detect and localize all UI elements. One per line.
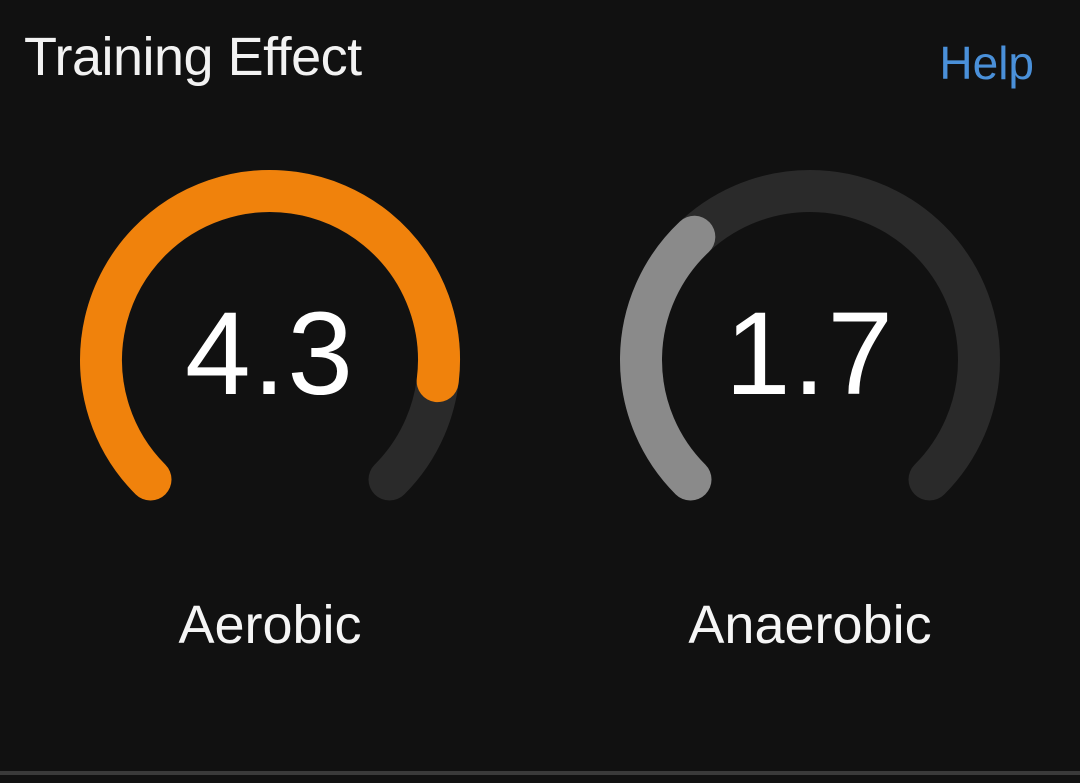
page-title: Training Effect [24, 27, 362, 87]
header: Training Effect Help [0, 0, 1080, 120]
anaerobic-gauge-fill [620, 215, 716, 501]
aerobic-value: 4.3 [184, 288, 356, 420]
anaerobic-value: 1.7 [724, 288, 896, 420]
aerobic-label: Aerobic [178, 595, 362, 655]
aerobic-gauge [80, 170, 460, 501]
anaerobic-label: Anaerobic [688, 595, 932, 655]
aerobic-gauge-fill [80, 170, 460, 501]
bottom-divider [0, 771, 1080, 775]
aerobic-gauge-card[interactable]: 4.3 Aerobic [70, 160, 470, 680]
help-link[interactable]: Help [939, 37, 1034, 89]
anaerobic-gauge-card[interactable]: 1.7 Anaerobic [610, 160, 1010, 680]
anaerobic-gauge [620, 170, 1000, 501]
